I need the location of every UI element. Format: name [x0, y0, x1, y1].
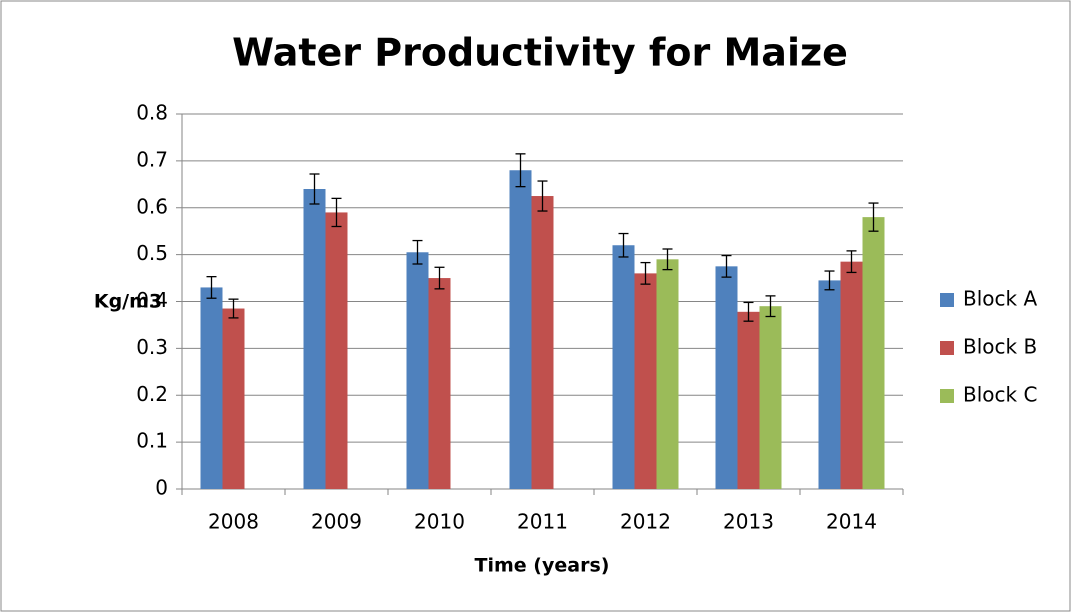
legend-swatch — [940, 341, 954, 355]
bar — [325, 212, 348, 489]
y-tick-label: 0 — [155, 476, 168, 500]
legend-label: Block C — [963, 383, 1037, 407]
error-bar — [868, 202, 879, 232]
bar — [715, 266, 738, 489]
y-axis-label: Kg/m3 — [94, 291, 162, 313]
y-tick-label: 0.4 — [136, 288, 168, 312]
bar — [634, 273, 657, 489]
bar — [200, 287, 223, 489]
error-bar — [331, 197, 342, 228]
error-bar — [434, 266, 445, 290]
error-bar — [515, 153, 526, 188]
error-bar — [743, 301, 754, 322]
x-tick-label: 2013 — [723, 510, 774, 534]
y-tick-label: 0.5 — [136, 241, 168, 265]
bar — [862, 217, 885, 489]
x-axis-label: Time (years) — [475, 555, 610, 577]
error-bar — [309, 173, 320, 205]
y-tick-label: 0.7 — [136, 147, 168, 171]
x-tick-label: 2009 — [311, 510, 362, 534]
error-bar — [618, 232, 629, 258]
bar — [759, 306, 782, 489]
y-tick-label: 0.3 — [136, 335, 168, 359]
legend-swatch — [940, 293, 954, 307]
bar — [656, 259, 679, 489]
y-tick-label: 0.8 — [136, 101, 168, 125]
bar — [840, 261, 863, 489]
error-bar — [846, 250, 857, 274]
error-bar — [206, 276, 217, 299]
bar — [612, 245, 635, 489]
x-tick-label: 2014 — [826, 510, 877, 534]
bar — [531, 196, 554, 489]
legend-label: Block A — [963, 287, 1037, 311]
error-bar — [537, 180, 548, 212]
error-bar — [662, 248, 673, 271]
x-tick-label: 2011 — [517, 510, 568, 534]
x-tick-label: 2008 — [208, 510, 259, 534]
bar — [222, 308, 245, 489]
bar — [406, 252, 429, 489]
x-tick-label: 2012 — [620, 510, 671, 534]
bar — [737, 311, 760, 489]
error-bar — [640, 261, 651, 285]
chart-title: Water Productivity for Maize — [232, 31, 848, 75]
bar — [818, 280, 841, 489]
error-bar — [765, 295, 776, 318]
bar — [428, 278, 451, 489]
error-bar — [412, 239, 423, 265]
error-bar — [824, 270, 835, 291]
bar — [509, 170, 532, 489]
error-bar — [228, 298, 239, 319]
legend-label: Block B — [963, 335, 1037, 359]
error-bar — [721, 254, 732, 278]
legend-swatch — [940, 389, 954, 403]
bar — [303, 189, 326, 489]
x-tick-label: 2010 — [414, 510, 465, 534]
y-tick-label: 0.2 — [136, 382, 168, 406]
y-tick-label: 0.1 — [136, 429, 168, 453]
y-tick-label: 0.6 — [136, 194, 168, 218]
